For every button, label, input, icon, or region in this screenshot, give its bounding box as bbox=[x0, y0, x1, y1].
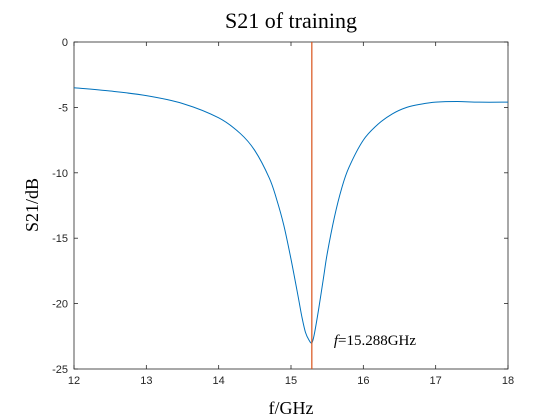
chart-title: S21 of training bbox=[225, 8, 357, 33]
y-tick-label: -15 bbox=[52, 233, 68, 245]
y-tick-label: -5 bbox=[58, 102, 68, 114]
x-tick-label: 15 bbox=[285, 375, 297, 387]
s21-curve bbox=[73, 87, 509, 344]
x-tick-label: 16 bbox=[357, 375, 369, 387]
axis-ticks: 12 13 14 15 16 17 18 0 -5 -10 -15 -20 -25 bbox=[52, 37, 514, 387]
annotation-symbol: f bbox=[334, 333, 340, 349]
frequency-annotation: f=15.288GHz bbox=[334, 333, 417, 349]
x-axis-label: f/GHz bbox=[269, 398, 314, 418]
x-tick-label: 14 bbox=[213, 375, 225, 387]
y-tick-label: -20 bbox=[52, 299, 68, 311]
x-tick-label: 13 bbox=[140, 375, 152, 387]
x-tick-label: 17 bbox=[430, 375, 442, 387]
x-tick-label: 18 bbox=[502, 375, 514, 387]
annotation-value: =15.288GHz bbox=[338, 333, 416, 349]
plot-area bbox=[73, 41, 509, 370]
y-tick-label: 0 bbox=[62, 37, 68, 49]
y-axis-label: S21/dB bbox=[22, 178, 42, 232]
y-tick-label: -10 bbox=[52, 168, 68, 180]
y-tick-label: -25 bbox=[52, 364, 68, 376]
series-layer bbox=[73, 42, 509, 369]
x-tick-label: 12 bbox=[68, 375, 80, 387]
